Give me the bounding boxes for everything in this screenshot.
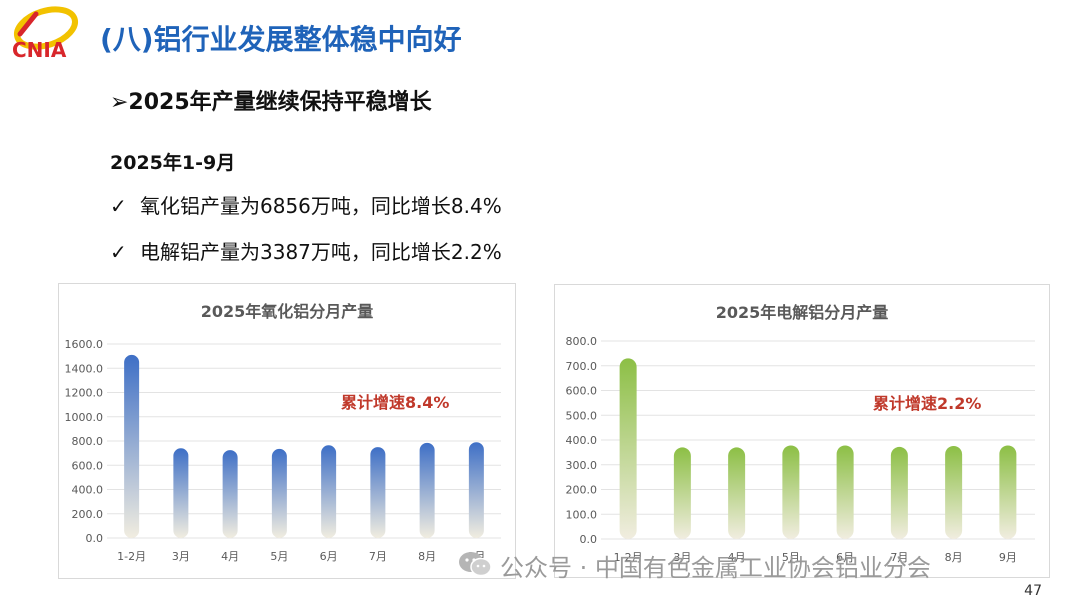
bar-9月 [468,442,484,538]
y-tick-label: 0.0 [86,532,104,545]
bullet-text: 氧化铝产量为6856万吨，同比增长8.4% [140,194,502,218]
bar-8月 [419,442,435,538]
chart-title: 2025年电解铝分月产量 [716,303,889,322]
watermark-text: 公众号 · 中国有色金属工业协会铝业分会 [500,554,931,582]
x-tick-label: 6月 [320,550,338,563]
check-icon: ✓ [110,194,127,218]
bar-4月 [728,447,746,539]
cnia-logo: CNIA [12,6,79,62]
bar-6月 [321,445,337,538]
y-tick-label: 1600.0 [65,338,104,351]
bar-9月 [999,445,1017,539]
y-tick-label: 800.0 [566,335,598,348]
growth-annotation: 累计增速8.4% [341,393,449,412]
bullet-aluminium: ✓ 电解铝产量为3387万吨，同比增长2.2% [110,236,502,265]
x-tick-label: 5月 [270,550,288,563]
x-tick-label: 7月 [369,550,387,563]
logo-text: CNIA [12,38,67,62]
bar-5月 [271,448,287,538]
x-tick-label: 3月 [172,550,190,563]
period-label: 2025年1-9月 [110,152,236,174]
bar-5月 [782,445,800,539]
bar-1-2月 [619,358,637,539]
wechat-icon [459,552,492,577]
y-tick-label: 200.0 [566,484,598,497]
bullet-text: 电解铝产量为3387万吨，同比增长2.2% [140,240,502,264]
bar-1-2月 [124,354,140,538]
bar-3月 [673,447,691,539]
x-tick-label: 1-2月 [614,551,643,564]
y-tick-label: 400.0 [566,434,598,447]
y-tick-label: 700.0 [566,360,598,373]
x-tick-label: 1-2月 [117,550,146,563]
bar-4月 [222,450,238,538]
y-tick-label: 400.0 [72,484,104,497]
y-tick-label: 300.0 [566,459,598,472]
x-tick-label: 8月 [945,551,963,564]
x-tick-label: 5月 [782,551,800,564]
bar-8月 [945,445,963,539]
y-tick-label: 800.0 [72,435,104,448]
x-tick-label: 6月 [836,551,854,564]
bullet-alumina: ✓ 氧化铝产量为6856万吨，同比增长8.4% [110,190,502,219]
x-tick-label: 7月 [890,551,908,564]
y-tick-label: 500.0 [566,409,598,422]
y-tick-label: 100.0 [566,508,598,521]
bar-3月 [173,448,189,538]
y-tick-label: 1400.0 [65,362,104,375]
subtitle: ➢2025年产量继续保持平稳增长 [110,90,432,115]
page-number: 47 [1024,583,1042,599]
y-tick-label: 0.0 [580,533,598,546]
y-tick-label: 1000.0 [65,411,104,424]
alumina-chart: 2025年氧化铝分月产量 0.0 200.0 400.0 600.0 800.0 1000.… [65,302,501,563]
bar-7月 [370,447,386,538]
page-title: (八)铝行业发展整体稳中向好 [100,23,462,56]
bar-7月 [890,446,908,539]
alumina-chart-panel: 2025年氧化铝分月产量 0.0 200.0 400.0 600.0 800.0 1000.… [58,283,516,579]
x-tick-label: 9月 [999,551,1017,564]
y-tick-label: 1200.0 [65,387,104,400]
y-tick-label: 600.0 [72,459,104,472]
check-icon: ✓ [110,240,127,264]
aluminium-chart-panel: 2025年电解铝分月产量 0.0 100.0 200.0 300.0 400.0 500.0… [554,284,1050,578]
y-tick-label: 200.0 [72,508,104,521]
x-tick-label: 4月 [728,551,746,564]
y-tick-label: 600.0 [566,385,598,398]
x-tick-label: 8月 [418,550,436,563]
x-tick-label: 4月 [221,550,239,563]
growth-annotation: 累计增速2.2% [873,394,981,413]
chart-title: 2025年氧化铝分月产量 [201,302,374,321]
x-tick-label: 3月 [673,551,691,564]
aluminium-chart: 2025年电解铝分月产量 0.0 100.0 200.0 300.0 400.0 500.0… [566,303,1035,564]
bar-6月 [836,445,854,539]
